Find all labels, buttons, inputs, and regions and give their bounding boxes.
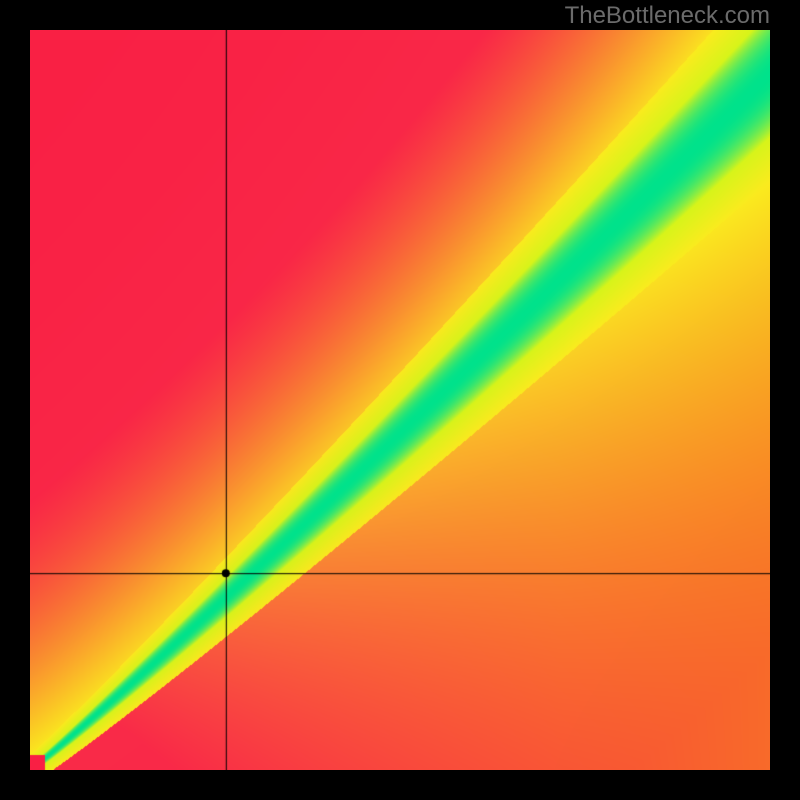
bottleneck-heatmap <box>30 30 770 770</box>
chart-container: TheBottleneck.com <box>0 0 800 800</box>
watermark-text: TheBottleneck.com <box>565 2 770 30</box>
